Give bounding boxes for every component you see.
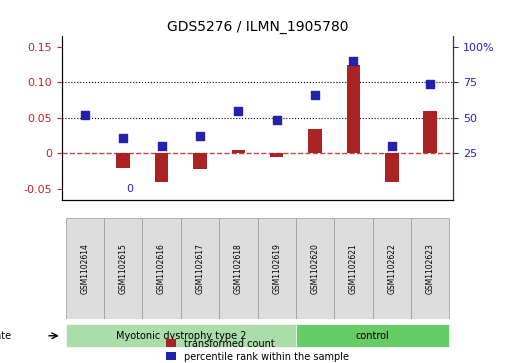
- Text: GSM1102623: GSM1102623: [426, 243, 435, 294]
- Text: Myotonic dystrophy type 2: Myotonic dystrophy type 2: [115, 331, 246, 341]
- FancyBboxPatch shape: [181, 218, 219, 319]
- FancyBboxPatch shape: [65, 325, 296, 347]
- FancyBboxPatch shape: [258, 218, 296, 319]
- FancyBboxPatch shape: [373, 218, 411, 319]
- Point: [196, 133, 204, 139]
- Text: GSM1102617: GSM1102617: [195, 243, 204, 294]
- Bar: [423, 111, 437, 154]
- Text: 0: 0: [126, 184, 133, 194]
- Point: [349, 58, 357, 64]
- FancyBboxPatch shape: [296, 325, 450, 347]
- Bar: [270, 154, 283, 157]
- Bar: [232, 150, 245, 154]
- Point: [234, 108, 243, 114]
- FancyBboxPatch shape: [296, 218, 334, 319]
- Text: GSM1102616: GSM1102616: [157, 243, 166, 294]
- Point: [81, 112, 89, 118]
- Bar: [308, 129, 322, 154]
- Text: disease state: disease state: [0, 331, 11, 341]
- Point: [388, 143, 396, 149]
- Text: GSM1102622: GSM1102622: [387, 243, 397, 294]
- Point: [311, 92, 319, 98]
- FancyBboxPatch shape: [65, 218, 104, 319]
- Text: GSM1102621: GSM1102621: [349, 243, 358, 294]
- Text: GSM1102618: GSM1102618: [234, 243, 243, 294]
- Bar: [116, 154, 130, 168]
- Text: GSM1102615: GSM1102615: [118, 243, 128, 294]
- FancyBboxPatch shape: [104, 218, 142, 319]
- FancyBboxPatch shape: [219, 218, 258, 319]
- Text: GSM1102619: GSM1102619: [272, 243, 281, 294]
- Text: GSM1102620: GSM1102620: [311, 243, 320, 294]
- FancyBboxPatch shape: [411, 218, 450, 319]
- Bar: [155, 154, 168, 182]
- Point: [158, 143, 166, 149]
- Text: control: control: [356, 331, 389, 341]
- Bar: [193, 154, 207, 169]
- Text: GSM1102614: GSM1102614: [80, 243, 89, 294]
- Title: GDS5276 / ILMN_1905780: GDS5276 / ILMN_1905780: [167, 20, 348, 34]
- Bar: [385, 154, 399, 182]
- Legend: transformed count, percentile rank within the sample: transformed count, percentile rank withi…: [162, 335, 353, 363]
- Point: [426, 81, 434, 87]
- FancyBboxPatch shape: [142, 218, 181, 319]
- Bar: [347, 65, 360, 154]
- Point: [119, 135, 127, 141]
- FancyBboxPatch shape: [334, 218, 373, 319]
- Point: [272, 117, 281, 123]
